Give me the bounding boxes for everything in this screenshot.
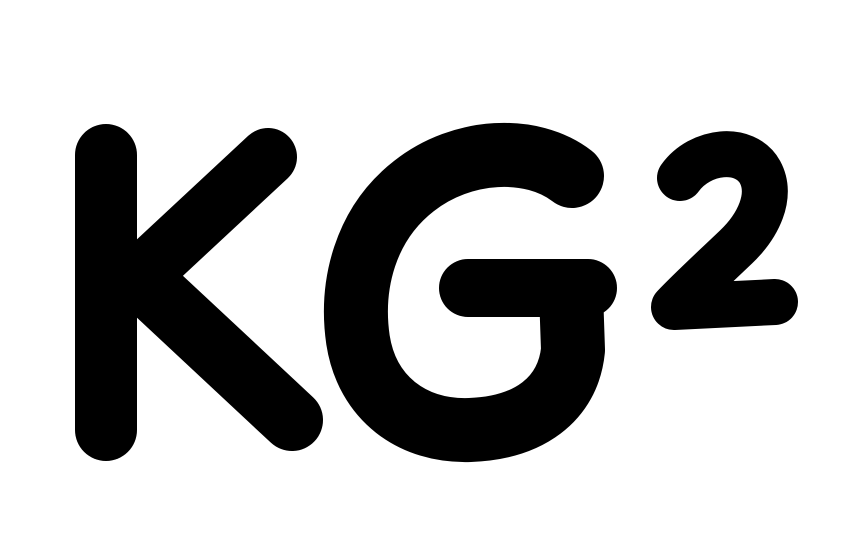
- superscript-two-curve: [651, 131, 798, 330]
- letter-k-lower-leg: [111, 249, 323, 451]
- superscript-two: [651, 131, 798, 330]
- letter-k: [75, 124, 323, 461]
- letter-g-bowl: [324, 122, 605, 463]
- letter-g: [324, 122, 617, 463]
